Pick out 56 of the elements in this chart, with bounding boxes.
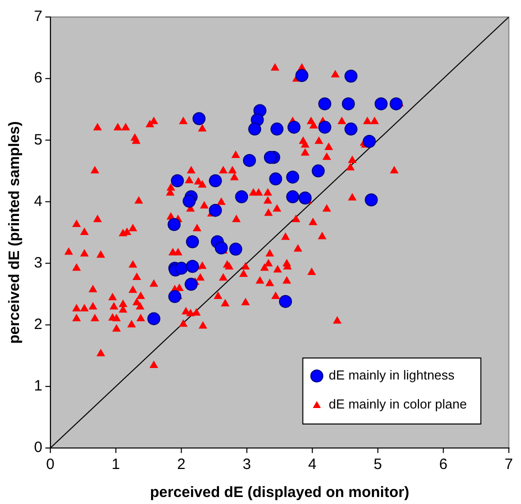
x-tick-label: 3 <box>242 456 252 474</box>
point <box>242 154 256 167</box>
point <box>298 192 312 205</box>
point <box>364 193 378 206</box>
point <box>344 70 358 83</box>
point <box>229 242 242 256</box>
point <box>269 172 282 186</box>
point <box>264 150 277 164</box>
point <box>312 164 325 178</box>
point <box>208 174 222 188</box>
y-tick-label: 4 <box>34 192 42 210</box>
x-tick-label: 7 <box>504 456 513 474</box>
point <box>174 262 188 275</box>
legend-label: dE mainly in lightness <box>328 368 456 383</box>
y-tick-label: 2 <box>34 316 42 333</box>
point <box>318 120 332 134</box>
point <box>374 97 388 110</box>
y-axis-title: perceived dE (printed samples) <box>6 121 24 344</box>
point <box>186 235 199 248</box>
y-tick-label: 7 <box>34 8 42 26</box>
y-tick-label: 5 <box>34 131 42 148</box>
point <box>344 122 358 136</box>
point <box>170 174 184 188</box>
x-tick-label: 5 <box>374 456 382 474</box>
x-tick-label: 4 <box>308 456 317 474</box>
x-axis-title: perceived dE (displayed on monitor) <box>150 484 410 502</box>
point <box>182 194 196 208</box>
point <box>235 190 248 204</box>
point <box>186 260 199 273</box>
point <box>270 122 284 136</box>
point <box>295 68 308 82</box>
point <box>286 190 300 204</box>
point <box>184 278 198 291</box>
x-tick-label: 6 <box>439 456 448 474</box>
x-tick-label: 2 <box>177 456 186 474</box>
x-tick-label: 1 <box>112 456 120 474</box>
point <box>318 97 332 110</box>
y-tick-label: 0 <box>34 439 42 456</box>
point <box>362 134 376 148</box>
y-tick-label: 6 <box>34 70 42 87</box>
point <box>168 290 182 304</box>
point <box>208 204 222 217</box>
point <box>342 97 355 110</box>
y-tick-label: 3 <box>34 254 42 272</box>
point <box>214 241 228 254</box>
point <box>248 122 262 136</box>
point <box>287 120 300 134</box>
x-tick-label: 0 <box>46 456 55 474</box>
point <box>168 218 181 231</box>
legend-label: dE mainly in color plane <box>328 396 467 412</box>
point <box>192 112 206 126</box>
point <box>278 294 292 308</box>
point <box>286 170 300 184</box>
point <box>390 97 403 110</box>
y-tick-label: 1 <box>34 378 42 395</box>
point <box>147 312 160 326</box>
